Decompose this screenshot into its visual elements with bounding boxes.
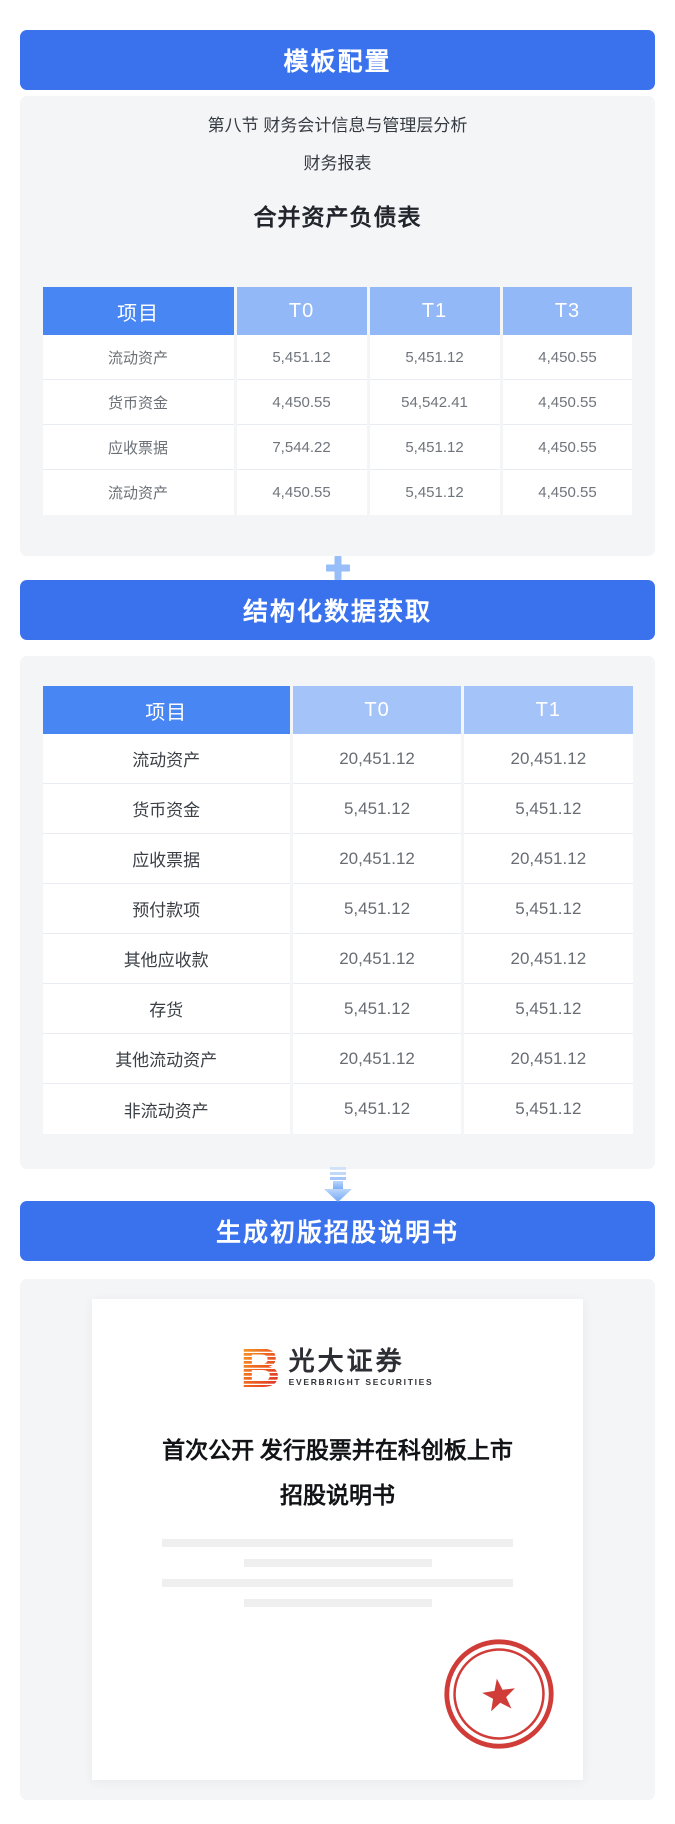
everbright-logo-mark-icon: B xyxy=(242,1345,278,1389)
structured-data-table: 项目 T0 T1 流动资产 20,451.12 20,451.12 货币资金 5,451.12… xyxy=(42,686,633,1134)
table-cell-label: 存货 xyxy=(42,984,290,1034)
balance-sheet-title: 合并资产负债表 xyxy=(253,204,422,230)
table-cell-value: 20,451.12 xyxy=(292,834,462,884)
column-header: T0 xyxy=(236,287,367,335)
table-cell-value: 5,451.12 xyxy=(292,784,462,834)
table-cell-label: 预付款项 xyxy=(42,884,290,934)
table-cell-value: 54,542.41 xyxy=(369,380,500,425)
table-cell-value: 5,451.12 xyxy=(464,1084,633,1134)
table-cell-value: 20,451.12 xyxy=(464,734,633,784)
table-cell-value: 4,450.55 xyxy=(236,380,367,425)
table-cell-label: 非流动资产 xyxy=(42,1084,290,1134)
column-header: T3 xyxy=(502,287,633,335)
everbright-logo: B 光大证券 EVERBRIGHT SECURITIES xyxy=(92,1345,583,1389)
table-cell-value: 5,451.12 xyxy=(292,984,462,1034)
placeholder-line xyxy=(243,1559,432,1567)
table-cell-value: 4,450.55 xyxy=(502,380,633,425)
prospectus-panel: B 光大证券 EVERBRIGHT SECURITIES 首次公开 发行股票并在… xyxy=(20,1279,655,1800)
plus-connector xyxy=(20,556,655,580)
table-cell-value: 5,451.12 xyxy=(369,470,500,515)
table-cell-label: 流动资产 xyxy=(42,335,234,380)
logo-company-name: 光大证券 xyxy=(288,1346,405,1376)
column-header: T1 xyxy=(369,287,500,335)
financial-statements-heading: 财务报表 xyxy=(303,154,372,173)
table-cell-value: 20,451.12 xyxy=(464,934,633,984)
table-cell-value: 5,451.12 xyxy=(292,884,462,934)
table-cell-value: 7,544.22 xyxy=(236,425,367,470)
table-cell-value: 4,450.55 xyxy=(502,425,633,470)
arrow-connector xyxy=(20,1167,655,1202)
table-cell-label: 流动资产 xyxy=(42,470,234,515)
prospectus-document-card: B 光大证券 EVERBRIGHT SECURITIES 首次公开 发行股票并在… xyxy=(92,1299,583,1780)
template-config-button[interactable]: 模板配置 xyxy=(20,30,655,90)
table-cell-label: 其他应收款 xyxy=(42,934,290,984)
structured-data-button[interactable]: 结构化数据获取 xyxy=(20,580,655,640)
prospectus-title-line2: 招股说明书 xyxy=(280,1483,395,1508)
table-cell-value: 5,451.12 xyxy=(236,335,367,380)
arrow-down-icon xyxy=(323,1167,352,1202)
placeholder-line xyxy=(162,1539,513,1547)
logo-company-name-en: EVERBRIGHT SECURITIES xyxy=(288,1377,434,1387)
placeholder-line xyxy=(243,1599,432,1607)
prospectus-title-line1: 首次公开 发行股票并在科创板上市 xyxy=(162,1438,513,1463)
structured-data-panel: 项目 T0 T1 流动资产 20,451.12 20,451.12 货币资金 5,451.12… xyxy=(20,656,655,1169)
table-cell-value: 5,451.12 xyxy=(464,884,633,934)
table-cell-value: 20,451.12 xyxy=(292,1034,462,1084)
table-cell-value: 20,451.12 xyxy=(464,834,633,884)
placeholder-line xyxy=(162,1579,513,1587)
table-cell-value: 5,451.12 xyxy=(369,335,500,380)
company-seal-star-icon xyxy=(444,1639,554,1749)
balance-sheet-table: 项目 T0 T1 T3 流动资产 5,451.12 5,451.12 4,450.55 货币资金… xyxy=(42,287,633,515)
table-cell-label: 应收票据 xyxy=(42,834,290,884)
plus-icon xyxy=(325,556,350,580)
svg-text:B: B xyxy=(242,1345,278,1389)
column-header: 项目 xyxy=(42,287,234,335)
column-header: T1 xyxy=(464,686,633,734)
table-cell-value: 5,451.12 xyxy=(464,784,633,834)
table-cell-value: 5,451.12 xyxy=(292,1084,462,1134)
table-cell-value: 4,450.55 xyxy=(236,470,367,515)
column-header: T0 xyxy=(292,686,462,734)
table-cell-value: 20,451.12 xyxy=(292,934,462,984)
table-cell-label: 货币资金 xyxy=(42,784,290,834)
chapter-heading: 第八节 财务会计信息与管理层分析 xyxy=(207,116,468,135)
table-cell-label: 其他流动资产 xyxy=(42,1034,290,1084)
generate-prospectus-button[interactable]: 生成初版招股说明书 xyxy=(20,1201,655,1261)
table-cell-value: 4,450.55 xyxy=(502,335,633,380)
column-header: 项目 xyxy=(42,686,290,734)
table-cell-value: 20,451.12 xyxy=(292,734,462,784)
table-cell-value: 5,451.12 xyxy=(369,425,500,470)
template-config-panel: 第八节 财务会计信息与管理层分析 财务报表 合并资产负债表 项目 T0 T1 T3 流动… xyxy=(20,96,655,556)
table-cell-label: 流动资产 xyxy=(42,734,290,784)
table-cell-value: 20,451.12 xyxy=(464,1034,633,1084)
table-cell-label: 应收票据 xyxy=(42,425,234,470)
table-cell-value: 4,450.55 xyxy=(502,470,633,515)
table-cell-value: 5,451.12 xyxy=(464,984,633,1034)
table-cell-label: 货币资金 xyxy=(42,380,234,425)
